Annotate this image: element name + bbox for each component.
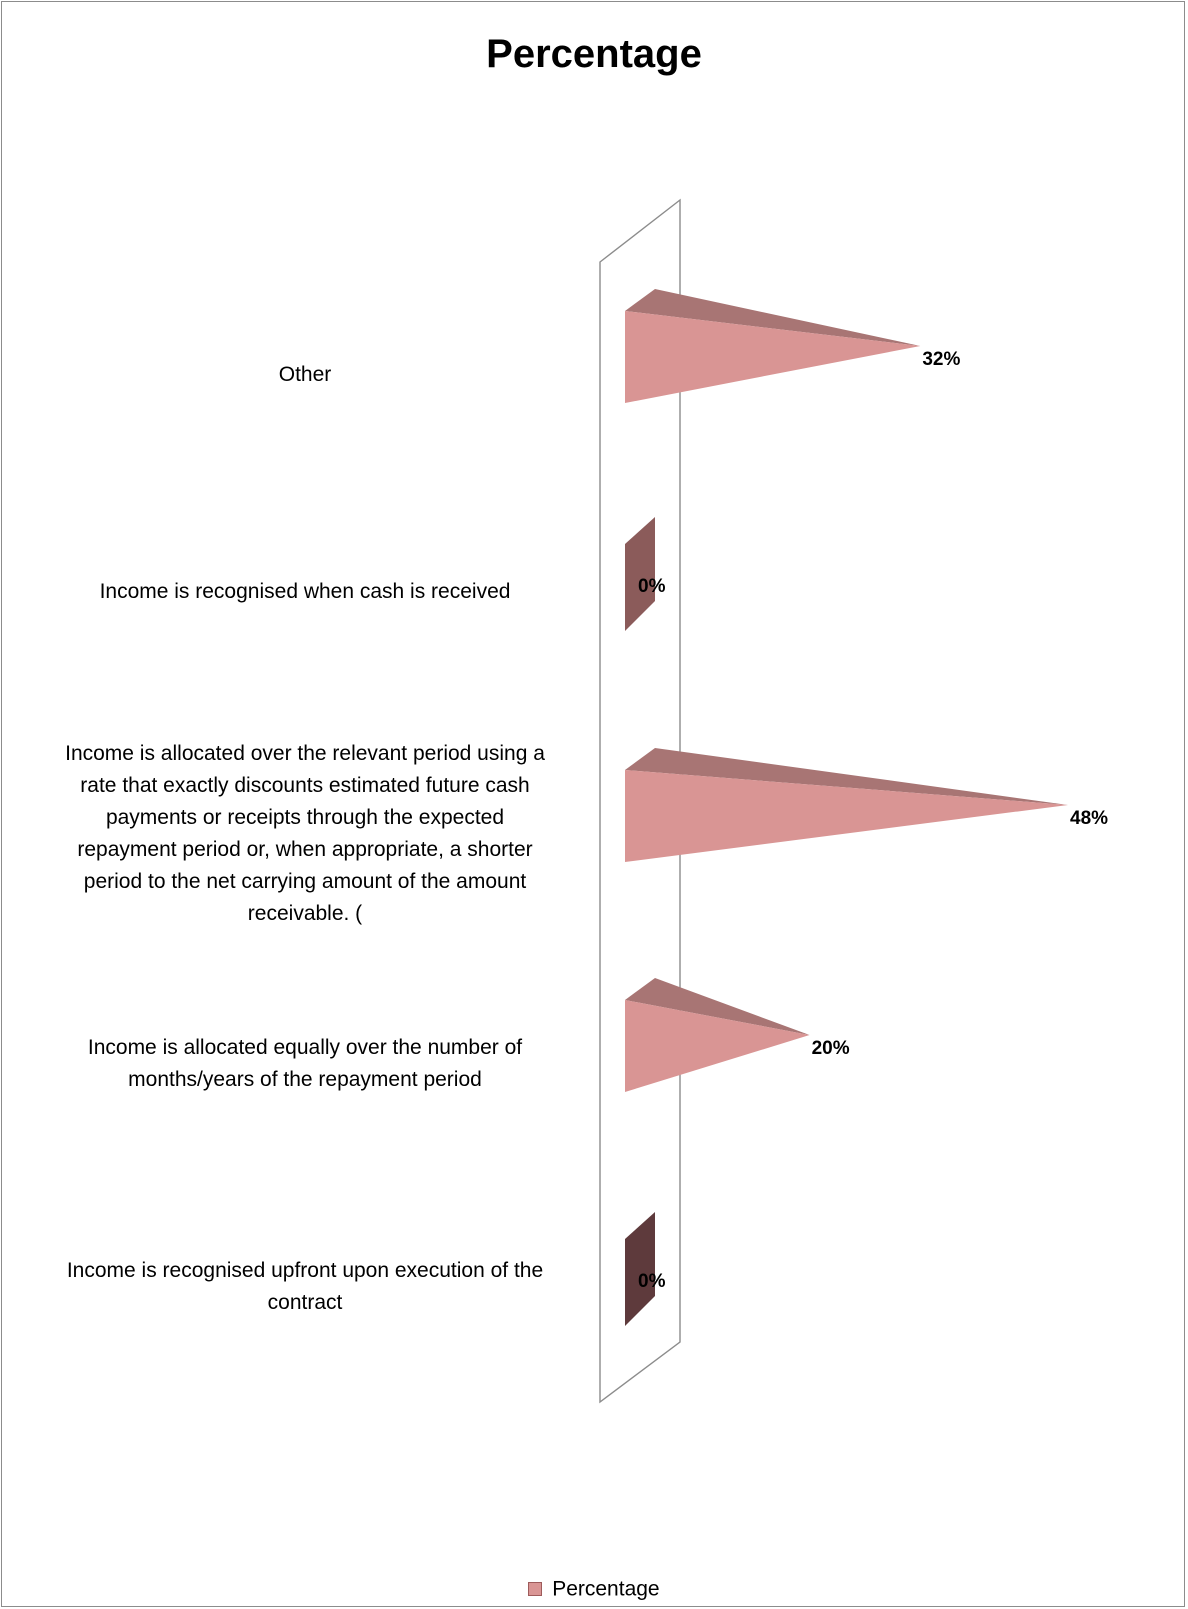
category-label-line: Other: [278, 363, 332, 386]
category-label-3: Income is allocated equally over the num…: [20, 1032, 590, 1096]
bar-zero-4: [625, 1212, 655, 1326]
bar-zero-1: [625, 517, 655, 631]
data-label-0: 32%: [922, 349, 960, 370]
bar-top-3: [625, 978, 810, 1035]
legend-swatch: [528, 1582, 543, 1597]
bar-4: [625, 1212, 655, 1326]
bar-front-3: [625, 1000, 810, 1092]
legend-label: Percentage: [552, 1577, 660, 1601]
data-label-1: 0%: [638, 576, 666, 597]
bar-2: [625, 748, 1068, 862]
data-label-4: 0%: [638, 1271, 666, 1292]
data-label-2: 48%: [1070, 808, 1108, 829]
category-label-line: payments or receipts through the expecte…: [105, 806, 505, 829]
category-label-line: repayment period or, when appropriate, a…: [77, 838, 533, 861]
category-label-1: Income is recognised when cash is receiv…: [20, 576, 590, 608]
data-label-3: 20%: [812, 1038, 850, 1059]
bar-top-2: [625, 748, 1068, 805]
category-label-line: Income is recognised upfront upon execut…: [66, 1259, 544, 1282]
category-label-line: receivable. (: [247, 902, 363, 925]
legend: Percentage: [0, 1577, 1188, 1601]
category-label-4: Income is recognised upfront upon execut…: [20, 1255, 590, 1319]
bar-front-2: [625, 770, 1068, 862]
category-label-line: Income is allocated over the relevant pe…: [65, 742, 545, 765]
category-label-line: months/years of the repayment period: [128, 1068, 482, 1091]
category-label-line: Income is allocated equally over the num…: [87, 1036, 523, 1059]
category-label-line: Income is recognised when cash is receiv…: [99, 580, 511, 603]
bar-3: [625, 978, 810, 1092]
category-label-line: contract: [267, 1291, 343, 1314]
chart-title: Percentage: [486, 32, 702, 76]
bar-1: [625, 517, 655, 631]
bar-0: [625, 289, 921, 403]
bar-top-0: [625, 289, 921, 346]
category-label-0: Other: [20, 359, 590, 391]
category-label-line: period to the net carrying amount of the…: [83, 870, 527, 893]
category-label-2: Income is allocated over the relevant pe…: [20, 738, 590, 930]
axis-wall: [599, 198, 681, 1404]
bar-front-0: [625, 311, 921, 403]
category-label-line: rate that exactly discounts estimated fu…: [80, 774, 530, 797]
